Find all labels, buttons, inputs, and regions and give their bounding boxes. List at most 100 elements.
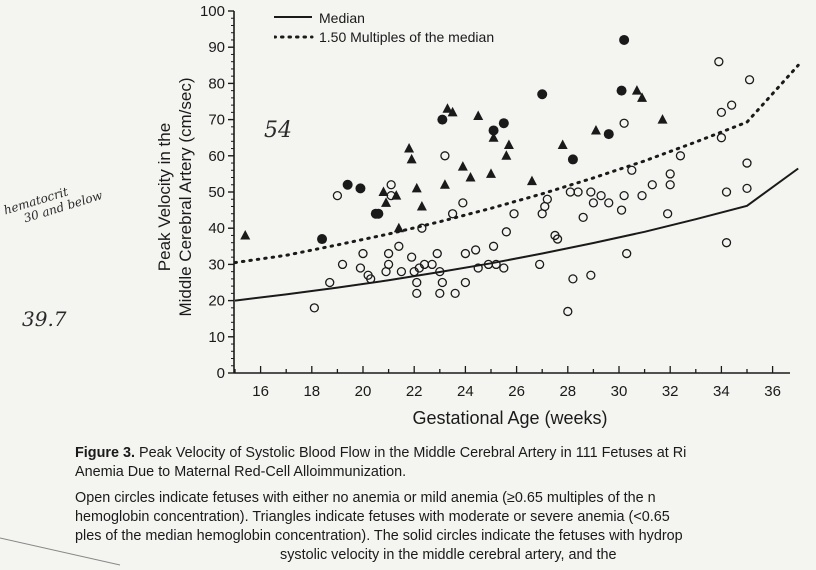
open-circle-point [716,133,727,143]
open-circle-point [662,209,673,219]
open-circle-point [427,259,437,270]
solid-circle-point [437,114,448,125]
x-tick-label: 22 [406,383,423,400]
triangle-point [590,124,601,135]
triangle-point [381,197,392,207]
triangle-point [447,106,458,117]
open-circle-point [578,212,588,222]
open-circle-point [358,248,368,259]
x-tick-label: 20 [355,383,372,400]
triangle-point [486,168,496,178]
solid-circle-point [317,234,328,245]
page-edge-stroke [0,537,121,566]
legend-threshold-swatch [274,35,314,39]
y-tick-label: 10 [208,329,225,346]
open-circle-point [412,277,422,288]
open-circle-point [721,187,732,197]
y-tick-label: 60 [208,148,225,165]
triangle-point [442,103,453,113]
triangle-point [557,139,568,149]
solid-circle-point [488,125,499,136]
open-circle-point [742,158,752,168]
x-tick-label: 16 [252,383,269,400]
x-tick-label: 18 [303,383,320,400]
open-circle-point [665,169,675,179]
solid-circle-point [355,183,366,194]
triangle-point [631,85,642,95]
legend-threshold-label: 1.50 Multiples of the median [319,29,495,45]
open-circle-point [332,190,343,201]
y-tick-label: 70 [208,112,225,129]
triangle-point [416,200,427,211]
solid-circle-point [498,118,509,129]
y-axis-label: Peak Velocity in the Middle Cerebral Art… [154,67,196,327]
solid-circle-point [616,85,627,96]
x-tick-label: 36 [764,383,781,400]
open-circle-point [563,306,573,317]
solid-circle-point [567,154,578,165]
open-circle-point [491,259,501,270]
handwritten-note-39-7: 39.7 [22,307,67,331]
open-circle-point [552,234,563,244]
open-circle-point [637,190,647,201]
open-circle-point [586,187,596,197]
triangle-point [473,110,484,120]
open-circle-point [509,209,519,219]
triangle-point [240,229,251,240]
caption-line-2: Anemia Due to Maternal Red-Cell Alloimmu… [75,464,407,480]
open-circle-point [675,151,686,161]
open-circle-point [604,198,614,208]
open-circle-point [573,187,583,197]
open-circle-point [355,263,366,273]
legend-median-swatch [274,16,312,18]
triangle-point [393,222,404,233]
open-circle-point [714,57,724,67]
triangle-point [503,139,514,149]
triangle-point [526,175,537,186]
x-axis-label: Gestational Age (weeks) [412,408,608,428]
y-tick-label: 40 [208,220,225,237]
solid-circle-point [373,208,384,219]
open-circle-point [568,274,578,284]
caption-line-3: Open circles indicate fetuses with eithe… [75,490,656,506]
open-circle-point [586,270,596,280]
open-circle-point [534,259,545,270]
open-circle-point [499,263,509,273]
open-circle-point [473,263,483,273]
y-axis-label-line2: Middle Cerebral Artery (cm/sec) [176,77,195,317]
open-circle-point [470,245,481,255]
open-circle-point [716,107,727,118]
triangle-point [391,190,402,200]
open-circle-point [616,205,627,215]
open-circle-point [742,183,752,194]
x-tick-label: 28 [559,383,576,400]
triangle-point [488,132,499,142]
open-circle-point [383,248,394,259]
open-circle-point [565,187,576,197]
open-circle-point [412,288,422,299]
solid-circle-point [537,89,548,100]
triangle-point [465,172,476,182]
triangle-point [501,150,512,160]
open-circle-point [394,241,404,251]
open-circle-point [488,241,499,251]
triangle-point [657,114,668,124]
open-circle-point [596,190,606,201]
open-circle-point [501,227,512,237]
open-circle-point [337,259,348,270]
y-tick-label: 30 [208,256,225,273]
open-circle-point [437,277,448,288]
caption-line-4: hemoglobin concentration). Triangles ind… [75,509,670,525]
handwritten-note-54: 54 [264,118,292,143]
y-tick-label: 100 [200,3,225,20]
open-circle-point [619,118,629,128]
y-tick-label: 0 [217,365,225,382]
triangle-point [637,92,648,102]
open-circle-point [309,303,320,313]
open-circle-point [721,238,732,248]
x-tick-label: 30 [611,383,628,400]
x-tick-label: 34 [713,383,730,400]
triangle-point [457,161,468,171]
solid-circle-point [342,179,353,190]
open-circle-point [726,100,737,110]
